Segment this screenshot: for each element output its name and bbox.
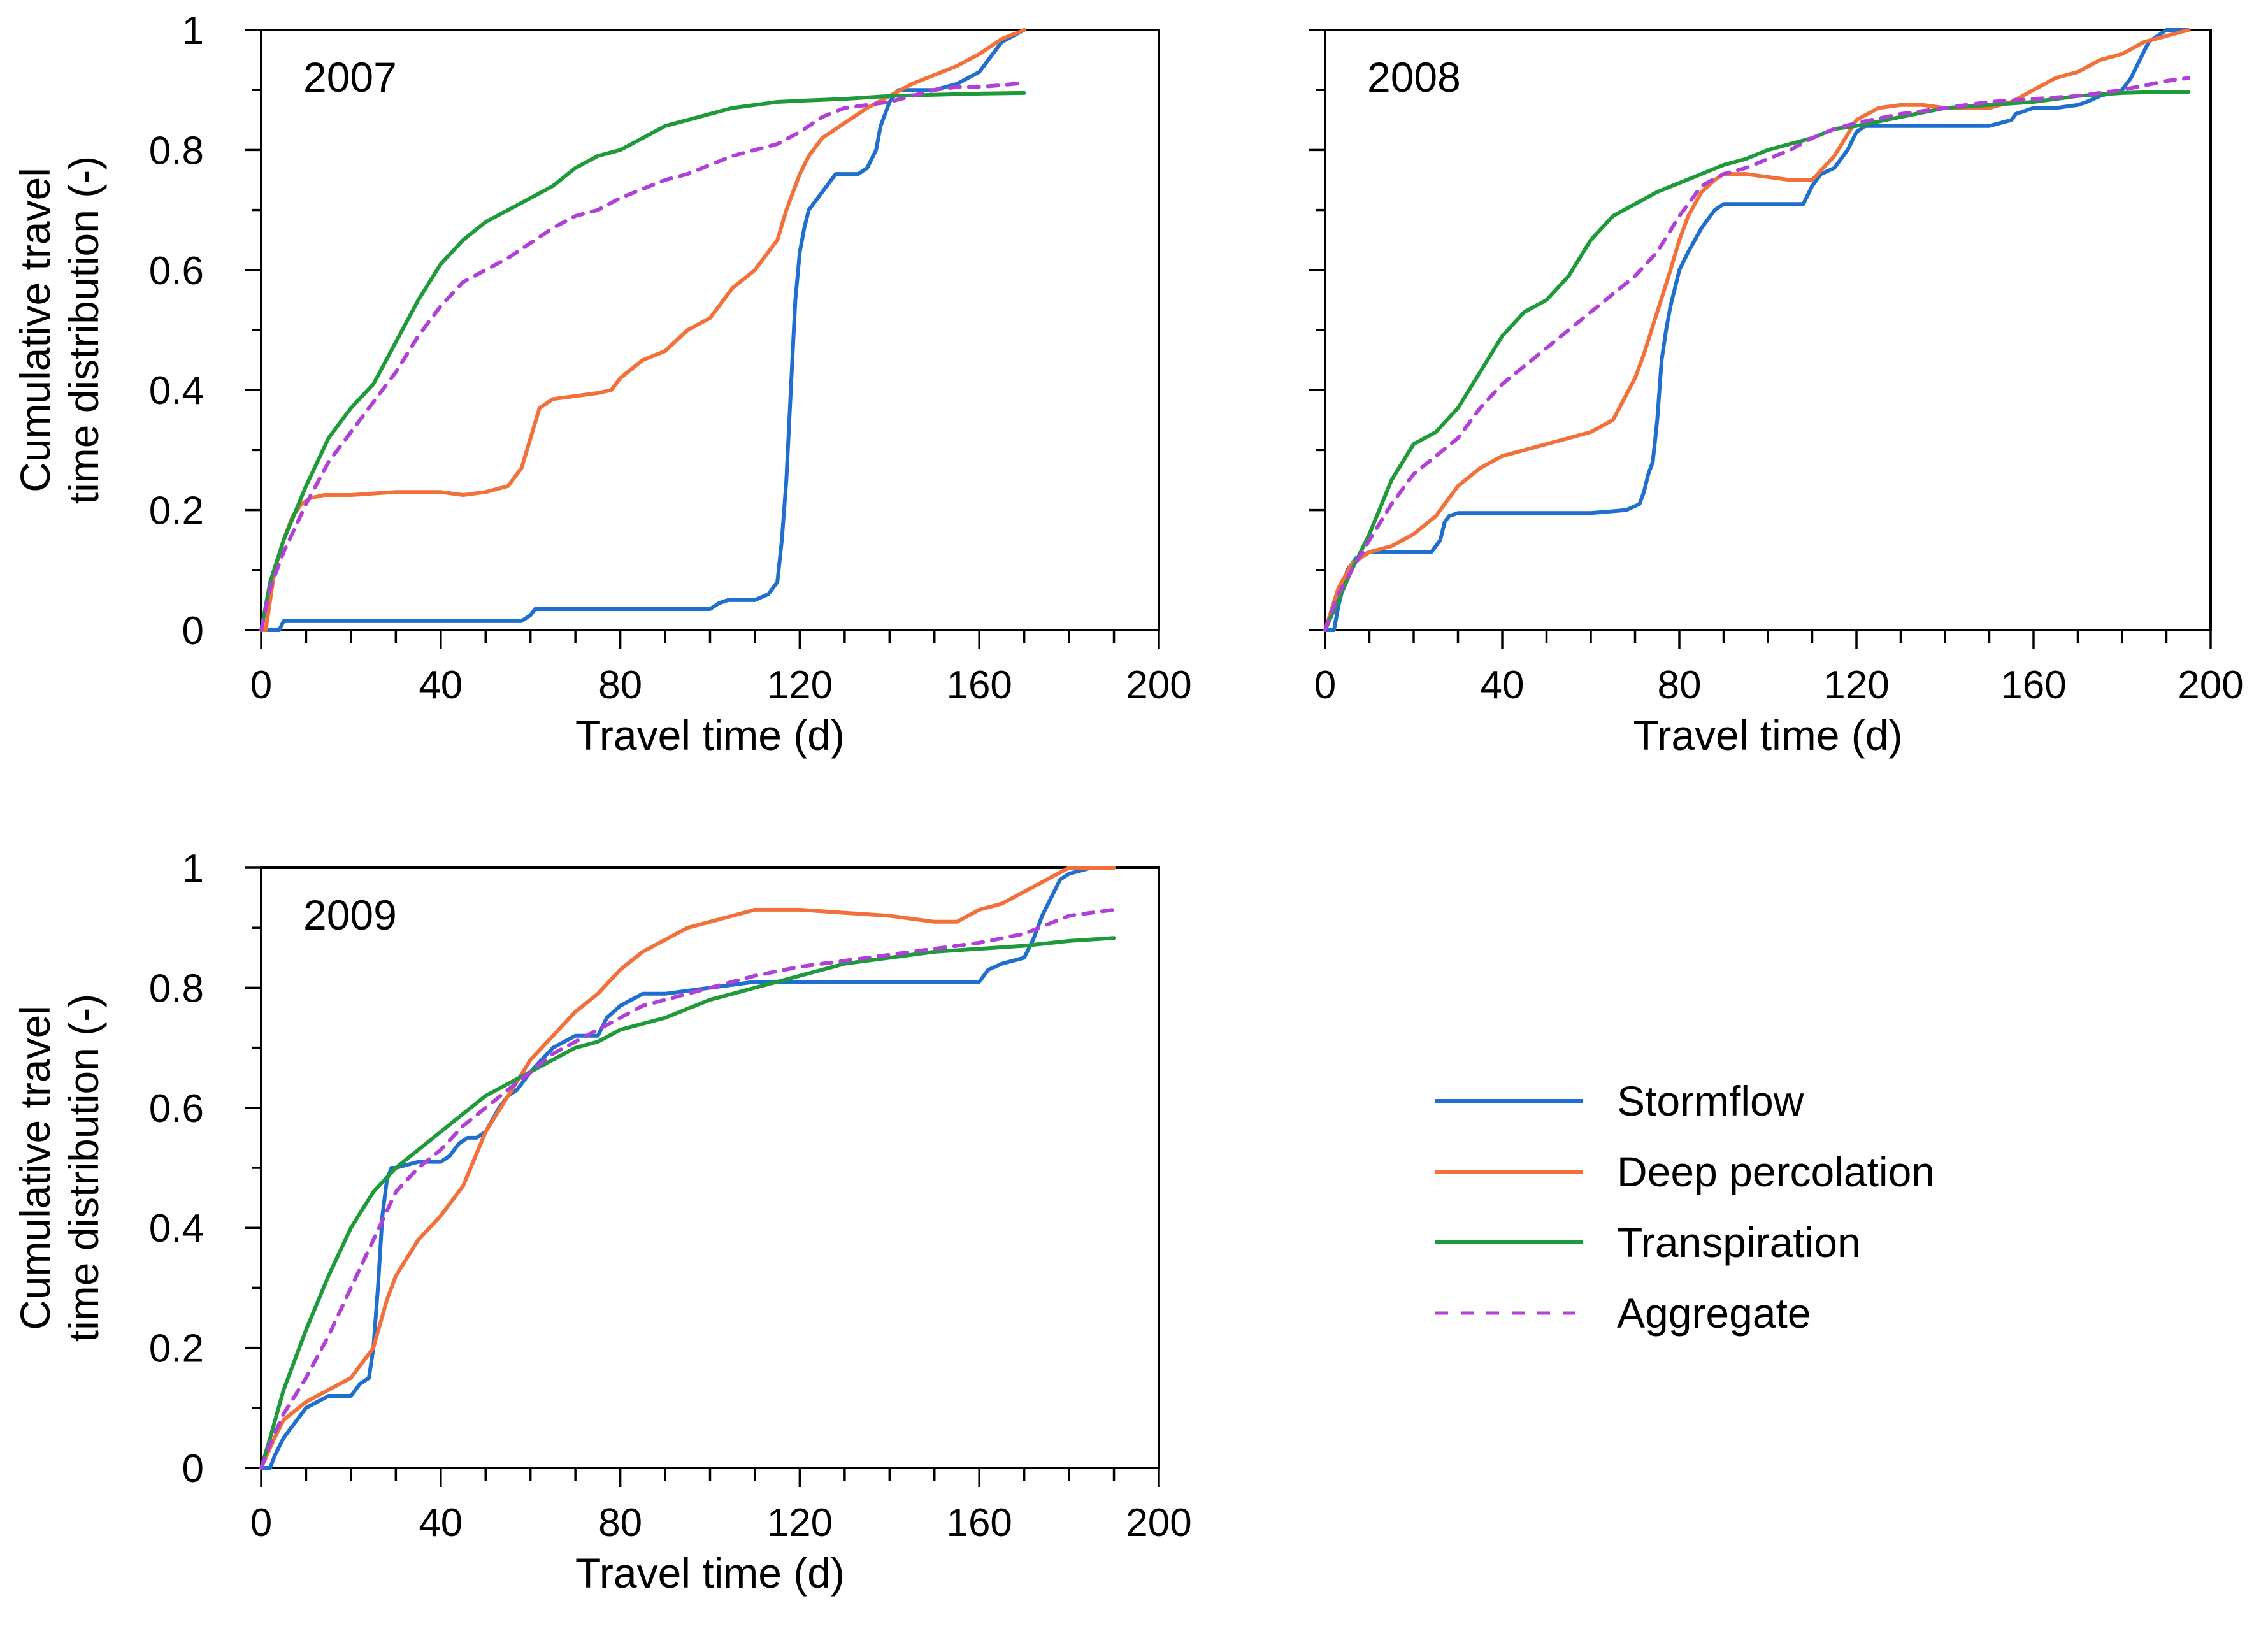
y-tick-label: 1 bbox=[182, 9, 204, 53]
series-line-transpiration bbox=[259, 936, 1116, 1470]
series-line-deep-percolation bbox=[259, 28, 1026, 632]
y-axis-label-line-2: time distribution (-) bbox=[60, 994, 107, 1342]
y-tick-label: 0.2 bbox=[149, 489, 204, 533]
y-tick-label: 0.8 bbox=[149, 966, 204, 1010]
y-tick-label: 0.8 bbox=[149, 129, 204, 173]
series-line-aggregate bbox=[1323, 76, 2191, 632]
x-tick-label: 120 bbox=[767, 663, 833, 707]
series-line-transpiration bbox=[1323, 90, 2191, 632]
y-tick-label: 0.4 bbox=[149, 1207, 204, 1251]
x-tick-label: 40 bbox=[419, 663, 463, 707]
chart-panels: 0 40 80 120 160 200 0 0.2 0.4 0.6 0.8 1 Travel time … bbox=[11, 9, 2244, 1597]
y-axis-label-line-1: Cumulative travel bbox=[11, 168, 59, 492]
x-tick-label: 160 bbox=[946, 1501, 1012, 1545]
x-tick-label: 160 bbox=[2000, 663, 2066, 707]
y-tick-label: 0.6 bbox=[149, 1087, 204, 1131]
series-line-deep-percolation bbox=[1323, 28, 2191, 632]
x-axis-label: Travel time (d) bbox=[575, 1549, 845, 1597]
x-tick-label: 200 bbox=[1126, 663, 1191, 707]
panel-year-label: 2007 bbox=[303, 54, 397, 101]
y-axis-label-line-2: time distribution (-) bbox=[60, 156, 107, 504]
x-axis-label: Travel time (d) bbox=[575, 712, 845, 759]
y-axis-label: Cumulative traveltime distribution (-) bbox=[11, 994, 107, 1342]
x-tick-label: 0 bbox=[1314, 663, 1336, 707]
y-axis-label: Cumulative traveltime distribution (-) bbox=[11, 156, 107, 504]
x-tick-label: 160 bbox=[946, 663, 1012, 707]
y-tick-label: 0.4 bbox=[149, 369, 204, 413]
y-axis-label-line-1: Cumulative travel bbox=[11, 1005, 59, 1330]
x-tick-label: 40 bbox=[419, 1501, 463, 1545]
series-line-transpiration bbox=[259, 90, 1026, 632]
y-tick-label: 1 bbox=[182, 847, 204, 891]
legend-label: Deep percolation bbox=[1617, 1148, 1935, 1195]
x-tick-label: 0 bbox=[250, 663, 272, 707]
plot-frame bbox=[260, 29, 1160, 631]
legend-label: Aggregate bbox=[1617, 1289, 1811, 1337]
x-tick-label: 200 bbox=[1126, 1501, 1191, 1545]
x-tick-label: 80 bbox=[1658, 663, 1702, 707]
series-line-stormflow bbox=[259, 866, 1116, 1470]
legend: Stormflow Deep percolation Transpiration Ag… bbox=[1435, 1077, 1935, 1337]
chart-panel-2008: 0 40 80 120 160 200 Travel time (d) 2008 bbox=[1309, 28, 2244, 759]
series-line-stormflow bbox=[1323, 28, 2191, 632]
x-tick-label: 200 bbox=[2178, 663, 2243, 707]
x-tick-label: 120 bbox=[767, 1501, 833, 1545]
legend-item-deep-percolation: Deep percolation bbox=[1435, 1148, 1935, 1195]
x-tick-label: 80 bbox=[598, 1501, 642, 1545]
legend-item-stormflow: Stormflow bbox=[1435, 1077, 1804, 1124]
legend-item-transpiration: Transpiration bbox=[1435, 1219, 1861, 1266]
panel-year-label: 2009 bbox=[303, 891, 397, 938]
y-tick-label: 0.6 bbox=[149, 249, 204, 293]
y-tick-label: 0 bbox=[182, 1447, 204, 1491]
series-line-deep-percolation bbox=[259, 866, 1116, 1470]
x-tick-label: 80 bbox=[598, 663, 642, 707]
legend-label: Stormflow bbox=[1617, 1077, 1804, 1124]
x-tick-label: 0 bbox=[250, 1501, 272, 1545]
series-line-stormflow bbox=[259, 28, 1026, 632]
series-line-aggregate bbox=[259, 907, 1116, 1470]
y-tick-label: 0 bbox=[182, 609, 204, 653]
series-line-aggregate bbox=[259, 80, 1026, 632]
plot-frame bbox=[1324, 29, 2212, 631]
x-tick-label: 40 bbox=[1481, 663, 1525, 707]
chart-panel-2007: 0 40 80 120 160 200 0 0.2 0.4 0.6 0.8 1 Travel time … bbox=[11, 9, 1192, 759]
y-tick-label: 0.2 bbox=[149, 1327, 204, 1371]
legend-item-aggregate: Aggregate bbox=[1435, 1289, 1811, 1337]
panel-year-label: 2008 bbox=[1367, 54, 1461, 101]
x-tick-label: 120 bbox=[1823, 663, 1889, 707]
legend-label: Transpiration bbox=[1617, 1219, 1861, 1266]
x-axis-label: Travel time (d) bbox=[1633, 712, 1903, 759]
chart-panel-2009: 0 40 80 120 160 200 0 0.2 0.4 0.6 0.8 1 Travel time … bbox=[11, 847, 1192, 1597]
